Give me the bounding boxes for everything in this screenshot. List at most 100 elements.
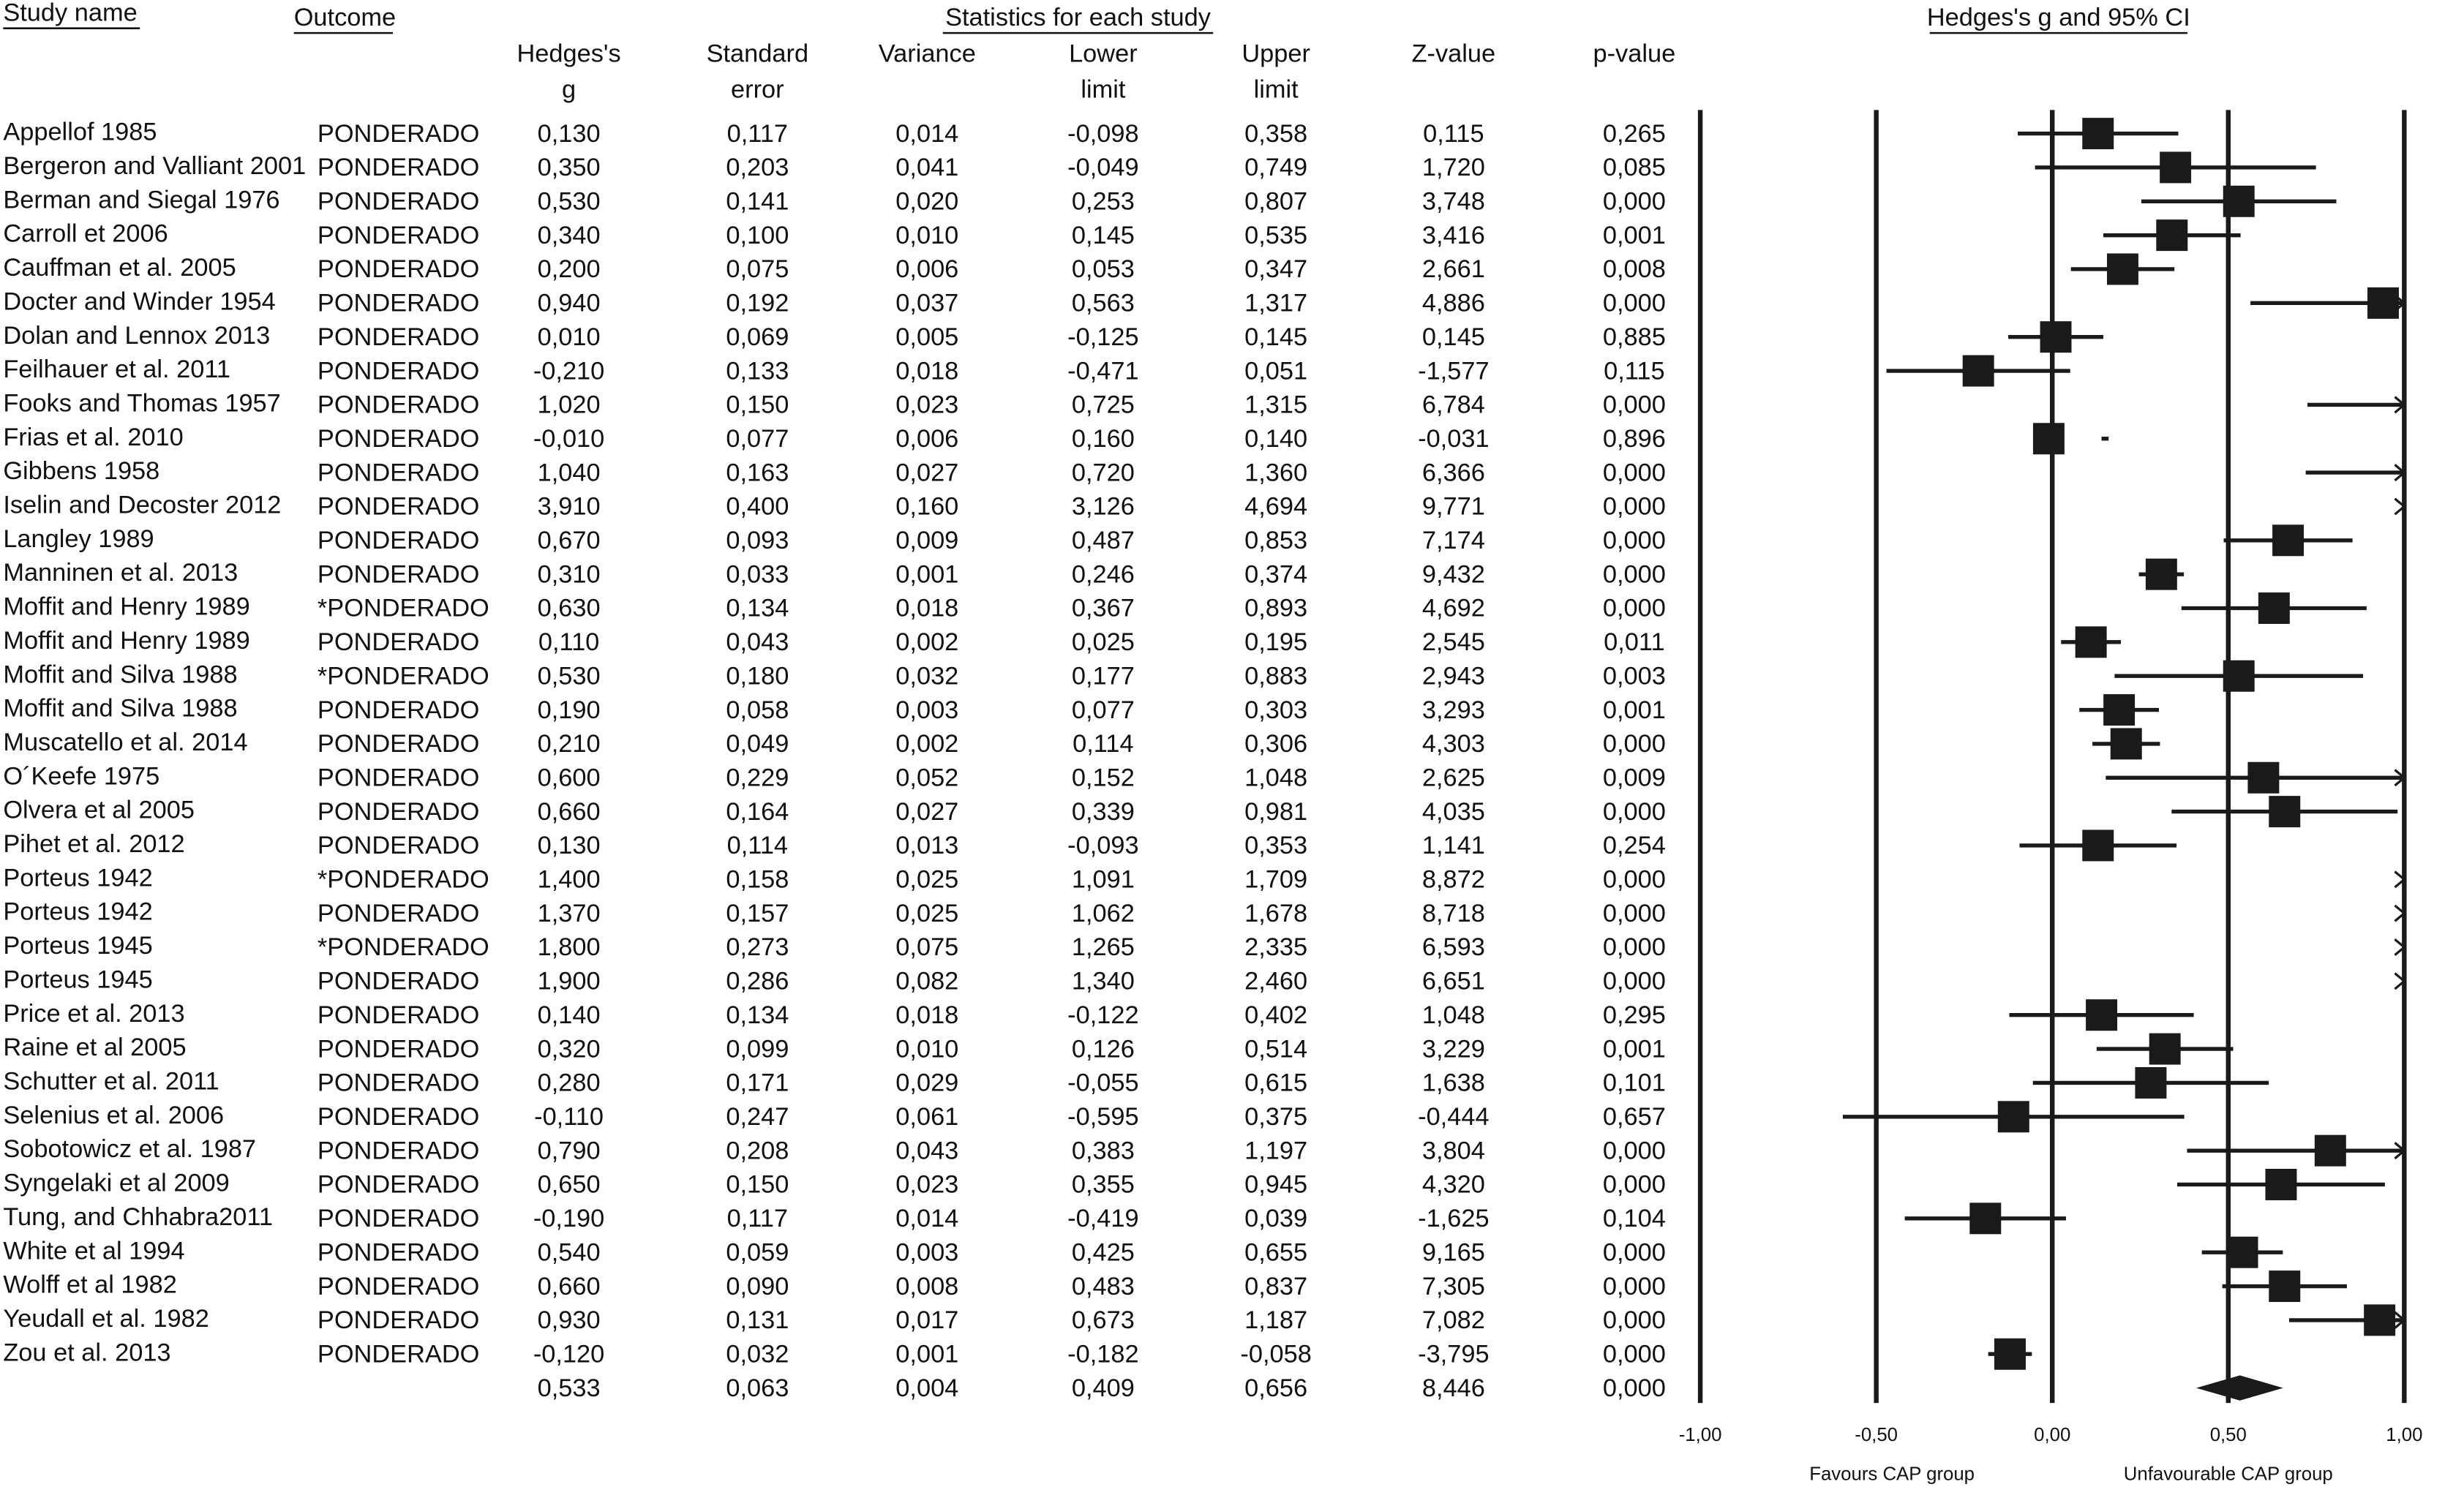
table-value: 0,945 [1244,1171,1307,1199]
table-value: -0,182 [1067,1340,1138,1368]
table-value: 4,886 [1422,290,1485,317]
table-value: 0,150 [726,391,789,419]
effect-square [2367,287,2399,319]
table-value: -0,110 [534,1103,604,1131]
table-value: 0,000 [1603,595,1666,622]
table-value: 2,625 [1422,764,1485,791]
effect-square [2269,1270,2301,1303]
table-value: 0,158 [726,866,789,894]
study-name: Tung, and Chhabra2011 [3,1203,273,1231]
column-header: Standard [707,39,808,67]
table-value: 0,000 [1603,968,1666,995]
table-value: 1,400 [538,866,601,894]
outcome: PONDERADO [318,357,479,385]
table-value: 3,804 [1422,1137,1485,1164]
table-value: 0,023 [895,391,958,419]
outcome: PONDERADO [318,900,479,927]
outcome: PONDERADO [318,968,479,995]
table-value: 0,003 [895,696,958,724]
table-value: 0,483 [1072,1273,1135,1300]
table-value: -0,125 [1067,323,1138,351]
table-value: 0,010 [895,222,958,249]
table-value: 0,018 [895,595,958,622]
overflow-arrow [2394,938,2406,956]
study-name: Porteus 1945 [3,965,152,993]
table-value: -0,210 [533,357,604,385]
table-value: -0,093 [1067,832,1138,859]
table-value: -0,031 [1418,425,1489,453]
study-name: Gibbens 1958 [3,457,159,485]
table-value: 0,000 [1603,493,1666,521]
header-study: Study name [3,0,137,26]
table-value: 0,630 [538,595,601,622]
column-header: Variance [879,39,976,67]
table-value: 1,197 [1244,1137,1307,1164]
table-value: 0,020 [895,188,958,216]
table-value: 0,075 [726,255,789,283]
outcome: PONDERADO [318,425,479,453]
table-value: 0,117 [727,1205,788,1232]
table-value: 0,660 [538,798,601,826]
study-name: Moffit and Silva 1988 [3,660,237,688]
table-value: 0,807 [1244,188,1307,216]
study-name: Porteus 1942 [3,864,152,892]
column-header: Z-value [1412,39,1496,67]
table-value: 0,018 [895,357,958,385]
column-header: limit [1081,76,1126,104]
table-value: 0,010 [538,323,601,351]
study-name: White et al 1994 [3,1237,184,1265]
effect-square [2086,999,2118,1031]
x-tick-label: 0,00 [2034,1425,2070,1445]
table-value: 0,027 [895,798,958,826]
outcome: PONDERADO [318,255,479,283]
effect-square [1994,1338,2026,1370]
outcome: PONDERADO [318,696,479,724]
table-value: -0,058 [1240,1340,1311,1368]
outcome: PONDERADO [318,1171,479,1199]
x-tick-label: 0,50 [2210,1425,2247,1445]
table-value: -0,471 [1067,357,1138,385]
table-value: 6,366 [1422,459,1485,486]
table-value: 0,650 [538,1171,601,1199]
table-value: 0,347 [1244,255,1307,283]
table-value: 0,025 [895,900,958,927]
table-value: 4,035 [1422,798,1485,826]
table-value: 0,000 [1603,1340,1666,1368]
study-name: Docter and Winder 1954 [3,287,275,315]
overflow-arrow [2394,904,2406,922]
table-value: 0,077 [726,425,789,453]
x-tick-label: -1,00 [1679,1425,1722,1445]
table-value: 0,001 [895,1340,958,1368]
table-value: -0,595 [1067,1103,1138,1131]
study-name: Schutter et al. 2011 [3,1068,219,1096]
effect-square [2075,626,2107,658]
table-value: 0,110 [538,628,599,656]
table-value: 0,014 [895,120,958,148]
table-value: 3,748 [1422,188,1485,216]
table-value: 0,000 [1603,188,1666,216]
table-value: 0,115 [1604,357,1664,385]
table-value: 0,163 [726,459,789,486]
outcome: PONDERADO [318,798,479,826]
table-value: 0,049 [726,730,789,758]
table-value: 0,000 [1603,560,1666,588]
effect-square [2082,829,2114,862]
overflow-arrow [2394,1311,2406,1329]
effect-square [2272,524,2305,557]
outcome: PONDERADO [318,323,479,351]
table-value: 0,000 [1603,933,1666,961]
table-value: 0,145 [1072,222,1135,249]
table-value: 0,200 [538,255,601,283]
table-value: 0,059 [726,1238,789,1266]
study-name: Pihet et al. 2012 [3,830,184,858]
study-name: Sobotowicz et al. 1987 [3,1135,256,1163]
outcome: PONDERADO [318,154,479,181]
table-value: 0,320 [538,1035,601,1063]
outcome: PONDERADO [318,290,479,317]
table-value: 0,104 [1603,1205,1666,1232]
table-value: 3,910 [538,493,601,521]
table-value: 0,000 [1603,730,1666,758]
table-value: 0,265 [1603,120,1666,148]
table-value: 0,000 [1603,1273,1666,1300]
table-value: 1,315 [1244,391,1307,419]
